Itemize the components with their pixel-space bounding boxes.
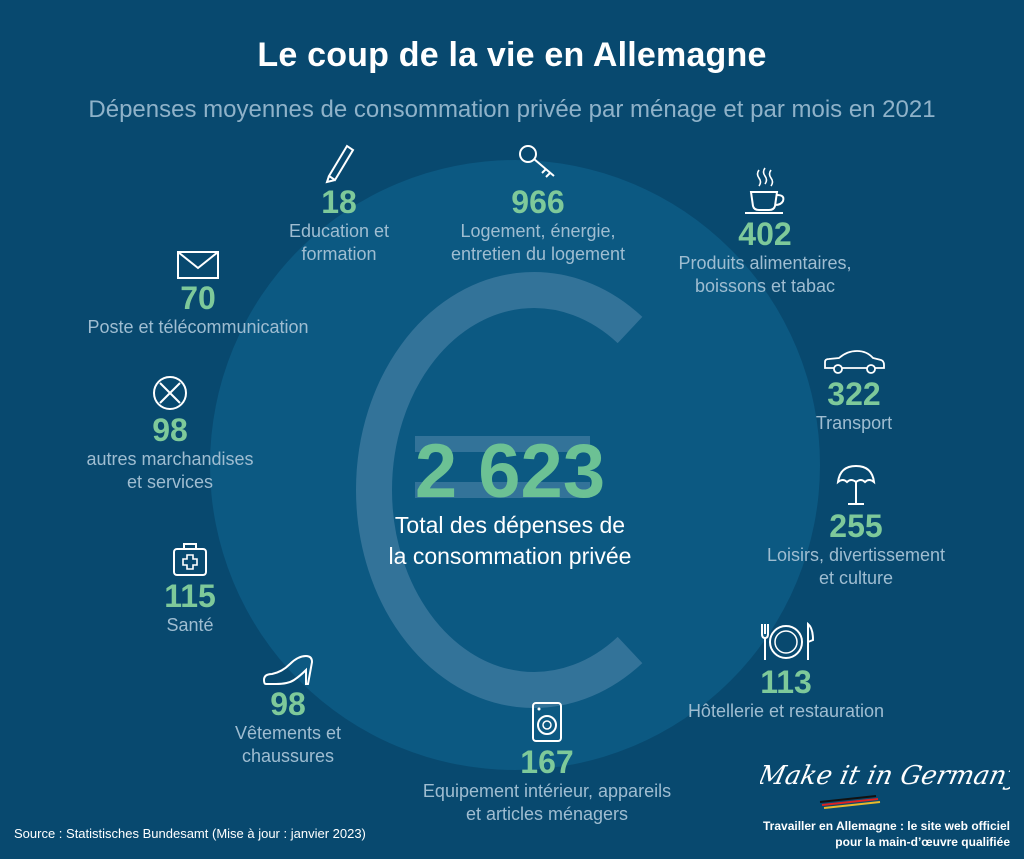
category-education: 18 Education et formation — [264, 140, 414, 266]
category-value: 402 — [738, 216, 792, 252]
category-label: Loisirs, divertissement — [766, 545, 946, 565]
category-label: et culture — [818, 568, 894, 588]
category-label: Education et — [288, 221, 390, 241]
category-label: Vêtements et — [234, 723, 342, 743]
first-aid-kit-icon — [173, 543, 207, 576]
category-label: Poste et télécommunication — [87, 317, 309, 337]
category-label: Logement, énergie, — [460, 221, 616, 241]
page-subtitle: Dépenses moyennes de consommation privée… — [88, 96, 936, 123]
category-value: 70 — [180, 280, 216, 316]
make-it-in-germany-logo: Make it in Germany — [760, 761, 1010, 809]
envelope-icon — [177, 251, 219, 279]
total-label-line: Total des dépenses de — [394, 512, 626, 538]
category-value: 98 — [152, 412, 188, 448]
source-note: Source : Statistisches Bundesamt (Mise à… — [14, 826, 366, 841]
category-value: 113 — [760, 664, 812, 700]
tagline: Travailler en Allemagne : le site web of… — [750, 818, 1010, 850]
category-other: 98 autres marchandises et services — [70, 374, 270, 494]
category-value: 255 — [829, 508, 883, 544]
total-value: 2 623 — [414, 429, 606, 514]
pencil-icon — [325, 144, 355, 184]
category-value: 18 — [321, 184, 357, 220]
category-clothing: 98 Vêtements et chaussures — [220, 650, 356, 768]
category-label: autres marchandises — [86, 449, 254, 469]
svg-text:Make it in Germany: Make it in Germany — [760, 761, 1010, 791]
category-label: chaussures — [241, 746, 335, 766]
category-label: Transport — [815, 413, 893, 433]
category-housing: 966 Logement, énergie, entretien du loge… — [420, 140, 656, 266]
category-post-telecom: 70 Poste et télécommunication — [64, 250, 332, 339]
category-label: et services — [126, 472, 214, 492]
category-value: 115 — [164, 578, 216, 614]
category-value: 966 — [511, 184, 565, 220]
coffee-cup-icon — [745, 167, 785, 214]
category-label: boissons et tabac — [694, 276, 836, 296]
tagline-line: Travailler en Allemagne : le site web of… — [763, 819, 1010, 833]
category-label: entretien du logement — [450, 244, 626, 264]
total-label: Total des dépenses de la consommation pr… — [340, 510, 680, 572]
category-label: Equipement intérieur, appareils — [422, 781, 672, 801]
circle-x-icon — [153, 376, 187, 410]
total-label-line: la consommation privée — [388, 543, 632, 569]
washing-machine-icon — [532, 702, 562, 742]
category-household: 167 Equipement intérieur, appareils et a… — [396, 700, 698, 826]
category-transport: 322 Transport — [784, 348, 924, 435]
category-food: 402 Produits alimentaires, boissons et t… — [660, 166, 870, 298]
tagline-line: pour la main-d’œuvre qualifiée — [835, 835, 1010, 849]
category-label: Santé — [166, 615, 214, 635]
category-label: et articles ménagers — [465, 804, 629, 824]
high-heel-shoe-icon — [262, 654, 314, 685]
category-value: 167 — [520, 744, 574, 780]
category-leisure: 255 Loisirs, divertissement et culture — [750, 462, 962, 590]
plate-cutlery-icon — [761, 621, 815, 660]
beach-umbrella-icon — [836, 464, 876, 505]
car-icon — [824, 350, 885, 374]
category-label: Hôtellerie et restauration — [687, 701, 885, 721]
page-title: Le coup de la vie en Allemagne — [257, 36, 767, 74]
category-label: formation — [301, 244, 377, 264]
category-label: Produits alimentaires, — [678, 253, 852, 273]
key-icon — [519, 145, 555, 178]
category-value: 98 — [270, 686, 306, 722]
category-hospitality: 113 Hôtellerie et restauration — [668, 620, 904, 723]
category-value: 322 — [827, 376, 881, 412]
category-health: 115 Santé — [130, 540, 250, 637]
